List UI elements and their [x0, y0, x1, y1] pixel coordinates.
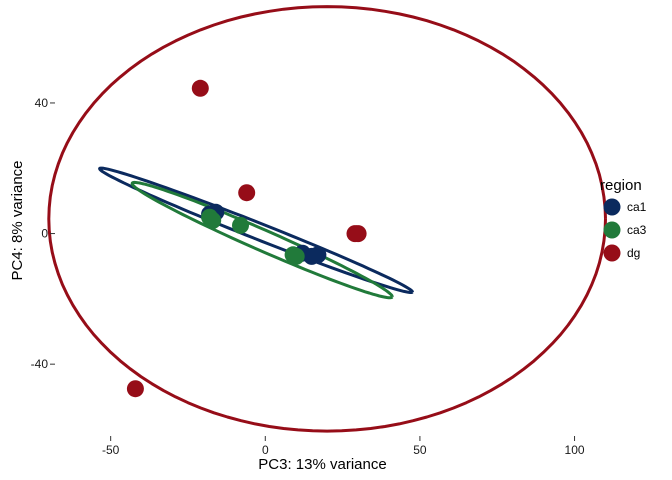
point-dg — [191, 79, 209, 97]
y-tick-label: -40 — [31, 357, 49, 371]
legend-label-dg: dg — [627, 246, 640, 260]
ellipse-ca1 — [98, 166, 414, 294]
legend: region ca1 ca3 dg — [600, 177, 647, 262]
point-ca3 — [204, 212, 222, 229]
ellipse-dg — [47, 5, 607, 433]
legend-key-ca3 — [603, 221, 621, 239]
y-axis-title: PC4: 8% variance — [9, 160, 26, 280]
data-points — [126, 79, 367, 398]
legend-key-ca1 — [603, 198, 621, 216]
y-tick-label: 40 — [35, 96, 49, 110]
legend-title: region — [600, 177, 642, 194]
point-dg — [126, 380, 144, 398]
ellipse-ca3 — [130, 180, 394, 300]
legend-label-ca3: ca3 — [627, 223, 647, 237]
point-dg — [349, 225, 367, 243]
x-tick-label: 50 — [413, 443, 427, 457]
x-axis-title: PC3: 13% variance — [258, 456, 386, 473]
legend-label-ca1: ca1 — [627, 200, 647, 214]
x-tick-label: -50 — [102, 443, 120, 457]
point-ca3 — [287, 247, 305, 265]
y-axis: -40 0 40 — [31, 96, 55, 371]
legend-key-dg — [603, 244, 621, 262]
x-axis: -50 0 50 100 — [102, 436, 585, 457]
y-tick-label: 0 — [41, 227, 48, 241]
point-ca1 — [309, 246, 327, 264]
confidence-ellipses — [47, 5, 607, 433]
x-tick-label: 100 — [565, 443, 585, 457]
point-ca3 — [232, 216, 249, 234]
point-dg — [238, 184, 256, 202]
x-tick-label: 0 — [262, 443, 269, 457]
